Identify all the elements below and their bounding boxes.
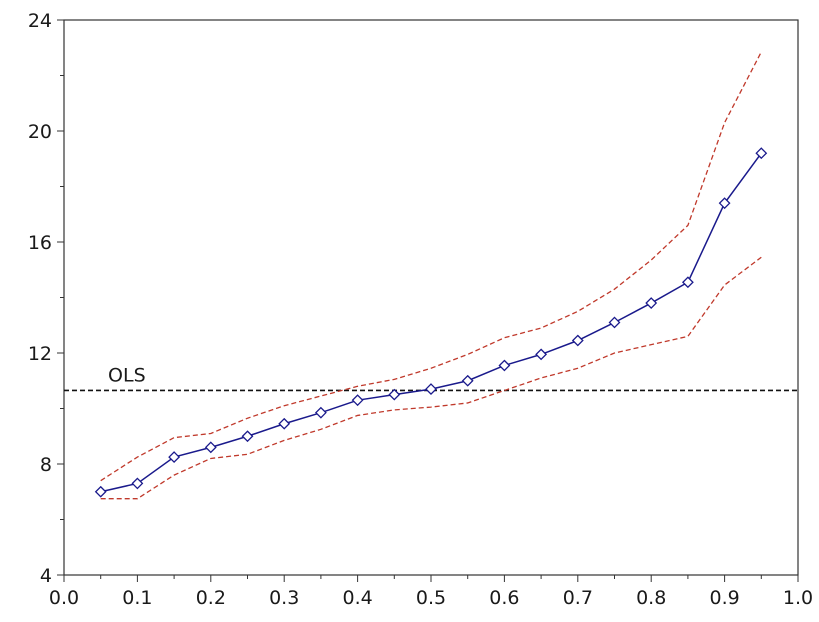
estimate-point [131, 477, 144, 490]
confidence-bands [100, 51, 762, 500]
estimate-series [94, 147, 768, 498]
x-tick-label: 0.7 [563, 587, 593, 609]
estimate-line [100, 152, 762, 493]
estimate-point [608, 316, 621, 329]
estimate-point [718, 197, 731, 210]
x-tick-label: 0.6 [489, 587, 519, 609]
y-tick-label: 20 [28, 121, 52, 143]
x-tick-label: 0.8 [636, 587, 666, 609]
reference-lines: OLS [64, 364, 798, 392]
y-tick-label: 16 [28, 232, 52, 254]
x-tick-label: 0.3 [269, 587, 299, 609]
estimate-point [425, 383, 437, 395]
estimate-point [94, 485, 107, 498]
x-tick-label: 1.0 [783, 587, 813, 609]
estimate-point [351, 394, 364, 407]
estimate-point [388, 388, 401, 401]
estimate-point [314, 406, 327, 419]
estimate-point [755, 147, 768, 160]
x-tick-label: 0.9 [709, 587, 739, 609]
estimate-point [241, 430, 254, 443]
estimate-point [204, 441, 217, 454]
estimate-point [571, 334, 584, 347]
x-tick-label: 0.5 [416, 587, 446, 609]
estimate-point [498, 359, 511, 372]
y-tick-label: 8 [40, 454, 52, 476]
estimate-point [461, 374, 474, 387]
lower-band-line [100, 256, 762, 500]
y-axis: 4 8 12 16 20 24 [28, 10, 64, 587]
x-tick-label: 0.1 [122, 587, 152, 609]
y-tick-label: 24 [28, 10, 52, 32]
x-tick-label: 0.0 [49, 587, 79, 609]
estimate-point [645, 297, 658, 309]
y-tick-label: 4 [40, 565, 52, 587]
ols-label: OLS [108, 364, 146, 386]
estimate-point [278, 417, 291, 430]
upper-band-line [100, 51, 762, 482]
y-tick-label: 12 [28, 343, 52, 365]
x-tick-label: 0.2 [196, 587, 226, 609]
x-tick-label: 0.4 [342, 587, 372, 609]
estimate-point [168, 451, 181, 463]
x-axis: 0.0 0.1 0.2 0.3 0.4 0.5 0.6 0.7 0.8 0.9 1.0 [49, 575, 813, 609]
estimate-point [535, 348, 548, 361]
plot-frame [63, 19, 799, 576]
estimate-point [681, 276, 694, 289]
